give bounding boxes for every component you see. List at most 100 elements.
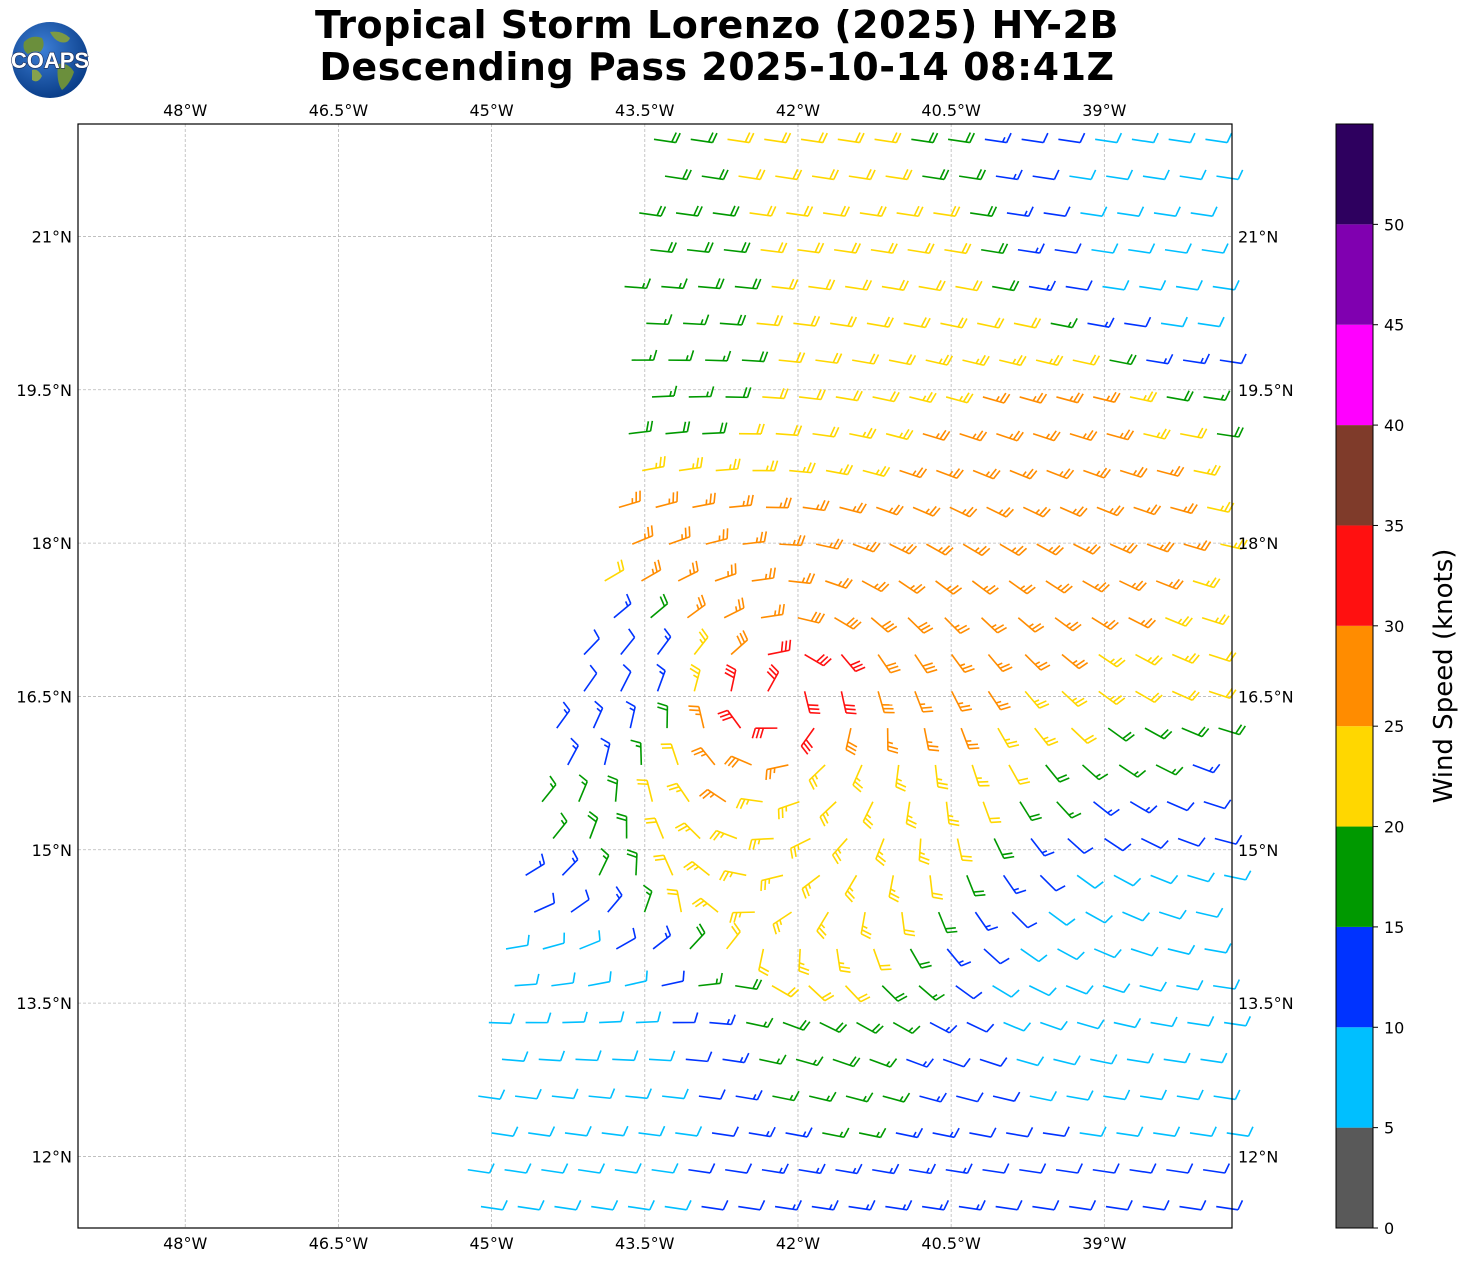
barb-feather (1179, 909, 1187, 920)
barb-shaft (614, 1168, 637, 1174)
barb-shaft (942, 1058, 965, 1068)
wind-barb (1017, 617, 1045, 633)
barb-shaft (542, 942, 565, 950)
barb-feather (622, 1125, 629, 1137)
wind-barb (648, 1050, 676, 1062)
barb-feather (862, 820, 872, 830)
barb-shaft (638, 1132, 661, 1137)
wind-barb (885, 1200, 913, 1211)
wind-barb (956, 838, 973, 862)
barb-feather (1064, 206, 1071, 217)
barb-half-feather (922, 395, 927, 401)
barb-feather (1175, 766, 1184, 776)
colorbar-tick-label: 35 (1384, 516, 1404, 535)
barb-feather (683, 1088, 689, 1099)
wind-barb (689, 663, 701, 692)
wind-barb (982, 1163, 1010, 1174)
barb-feather (693, 205, 699, 216)
barb-feather (616, 816, 627, 822)
wind-barb (845, 279, 873, 291)
wind-barb (870, 242, 898, 254)
wind-barb (956, 1092, 984, 1103)
wind-barb (1113, 1017, 1142, 1029)
wind-barb (1204, 943, 1232, 954)
barb-feather (953, 1127, 960, 1138)
barb-shaft (969, 1132, 992, 1138)
wind-barb (808, 764, 826, 790)
barb-half-feather (738, 912, 742, 918)
barb-half-feather (1142, 394, 1147, 401)
barb-shaft (1113, 1021, 1136, 1029)
y-tick-label-left: 21°N (32, 227, 72, 246)
barb-feather (978, 545, 987, 554)
barb-half-feather (1106, 395, 1111, 401)
barb-feather (860, 996, 871, 1003)
barb-feather (657, 1011, 662, 1022)
wind-barb (861, 580, 890, 593)
barb-feather (726, 350, 732, 362)
barb-shaft (467, 1168, 490, 1174)
barb-feather (824, 994, 835, 1002)
wind-barb (1082, 580, 1110, 593)
barb-feather (707, 132, 714, 143)
barb-feather (862, 279, 869, 290)
wind-barb (751, 727, 778, 739)
colorbar-bin (1336, 224, 1373, 325)
barb-feather (622, 663, 632, 673)
barb-feather (746, 387, 752, 398)
wind-barb (987, 690, 1011, 711)
axes: 48°W48°W46.5°W46.5°W45°W45°W43.5°W43.5°W… (16, 101, 1293, 1253)
wind-barb (980, 617, 1007, 634)
barb-feather (949, 584, 959, 593)
barb-shaft (554, 1205, 577, 1211)
barb-feather (654, 858, 666, 862)
barb-half-feather (802, 466, 806, 473)
barb-feather (711, 132, 718, 143)
wind-barb (577, 1163, 606, 1174)
barb-feather (879, 964, 891, 967)
barb-half-feather (888, 507, 894, 513)
barb-shaft (601, 1132, 624, 1137)
barb-feather (1075, 659, 1085, 667)
barb-feather (691, 562, 696, 574)
barb-feather (1077, 700, 1088, 708)
wind-barb (570, 889, 590, 913)
barb-feather (748, 839, 753, 850)
barb-feather (981, 547, 991, 556)
barb-half-feather (807, 883, 812, 889)
barb-half-feather (829, 542, 834, 548)
wind-barb (668, 526, 691, 545)
barb-half-feather (1032, 395, 1037, 402)
barb-feather (923, 627, 934, 634)
wind-barb (1061, 690, 1088, 708)
wind-barb (986, 506, 1015, 518)
barb-shaft (620, 636, 636, 656)
barb-feather (1037, 661, 1048, 668)
barb-feather (924, 317, 931, 328)
barb-feather (1040, 393, 1048, 404)
barb-feather (786, 987, 796, 996)
barb-feather (620, 1011, 625, 1022)
barb-feather (897, 995, 908, 1002)
wind-barb (734, 278, 762, 290)
barb-feather (657, 706, 668, 711)
barb-feather (838, 1024, 848, 1033)
wind-barb (711, 1126, 739, 1137)
barb-feather (732, 458, 737, 470)
barb-half-feather (1071, 697, 1078, 702)
wind-barb (1143, 428, 1171, 440)
wind-barb (830, 316, 858, 328)
barb-feather (855, 666, 866, 673)
barb-feather (800, 535, 806, 546)
wind-barb (759, 1054, 787, 1065)
barb-feather (819, 1163, 826, 1174)
wind-barb (895, 764, 907, 792)
wind-barb (630, 739, 643, 765)
barb-feather (950, 205, 957, 216)
barb-feather (852, 621, 862, 630)
wind-barb (631, 349, 658, 361)
wind-barb (971, 764, 990, 787)
barb-shaft (1126, 1058, 1149, 1064)
barb-feather (698, 631, 707, 641)
wind-barb (1129, 391, 1158, 403)
